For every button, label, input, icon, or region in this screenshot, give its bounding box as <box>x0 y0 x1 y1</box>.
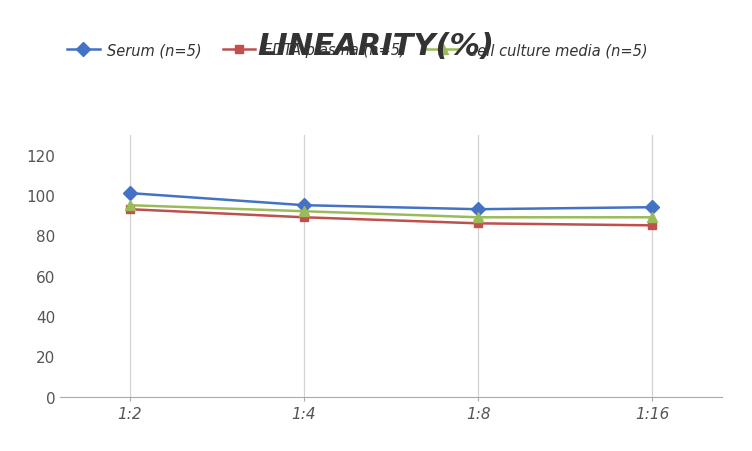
Serum (n=5) <box>647 205 656 211</box>
Cell culture media (n=5) <box>474 215 483 221</box>
Serum (n=5) <box>474 207 483 212</box>
Cell culture media (n=5) <box>647 215 656 221</box>
Line: Serum (n=5): Serum (n=5) <box>125 189 657 215</box>
EDTA plasma (n=5) <box>474 221 483 226</box>
Serum (n=5) <box>126 191 135 196</box>
EDTA plasma (n=5) <box>647 223 656 229</box>
Serum (n=5) <box>299 203 308 208</box>
Legend: Serum (n=5), EDTA plasma (n=5), Cell culture media (n=5): Serum (n=5), EDTA plasma (n=5), Cell cul… <box>68 43 647 58</box>
Line: Cell culture media (n=5): Cell culture media (n=5) <box>125 201 657 223</box>
Line: EDTA plasma (n=5): EDTA plasma (n=5) <box>126 206 656 230</box>
Cell culture media (n=5) <box>299 209 308 215</box>
EDTA plasma (n=5) <box>126 207 135 212</box>
Text: LINEARITY(%): LINEARITY(%) <box>257 32 495 60</box>
Cell culture media (n=5) <box>126 203 135 208</box>
EDTA plasma (n=5) <box>299 215 308 221</box>
